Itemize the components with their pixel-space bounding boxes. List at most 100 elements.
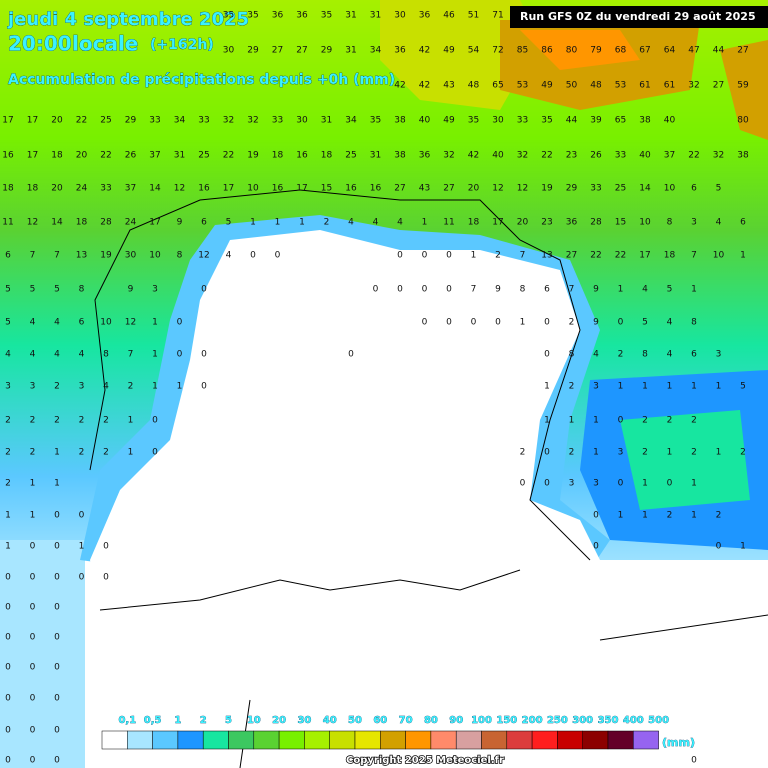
grid-value: 22 <box>590 251 601 261</box>
legend-label: 500 <box>648 715 669 726</box>
grid-value: 80 <box>566 46 578 56</box>
grid-value: 0 <box>152 448 158 458</box>
grid-value: 35 <box>321 11 332 21</box>
legend-label: 20 <box>272 715 286 726</box>
grid-value: 1 <box>691 511 697 521</box>
grid-value: 1 <box>667 448 673 458</box>
legend-label: 40 <box>323 715 337 726</box>
grid-value: 65 <box>492 81 503 91</box>
grid-value: 27 <box>443 184 454 194</box>
grid-value: 17 <box>2 116 13 126</box>
grid-value: 17 <box>27 116 38 126</box>
grid-value: 0 <box>177 350 183 360</box>
grid-value: 1 <box>177 382 183 392</box>
grid-value: 20 <box>51 116 63 126</box>
grid-value: 0 <box>54 756 60 766</box>
grid-value: 33 <box>149 116 160 126</box>
grid-value: 5 <box>226 218 232 228</box>
grid-value: 2 <box>691 416 697 426</box>
grid-value: 1 <box>740 542 746 552</box>
grid-value: 40 <box>419 116 431 126</box>
grid-value: 1 <box>593 448 599 458</box>
legend-swatch <box>633 730 659 750</box>
grid-value: 18 <box>468 218 480 228</box>
grid-value: 46 <box>443 11 455 21</box>
grid-value: 43 <box>443 81 454 91</box>
grid-value: 1 <box>152 382 158 392</box>
legend-swatch <box>304 730 330 750</box>
grid-value: 24 <box>76 184 88 194</box>
grid-value: 24 <box>125 218 137 228</box>
grid-value: 0 <box>373 285 379 295</box>
grid-value: 4 <box>667 350 673 360</box>
grid-value: 38 <box>394 151 406 161</box>
grid-value: 4 <box>373 218 379 228</box>
grid-value: 1 <box>618 511 624 521</box>
grid-value: 35 <box>370 116 381 126</box>
grid-value: 0 <box>397 251 403 261</box>
grid-value: 2 <box>30 416 36 426</box>
grid-value: 3 <box>593 479 599 489</box>
grid-value: 47 <box>688 46 699 56</box>
grid-value: 32 <box>443 151 454 161</box>
grid-value: 6 <box>201 218 207 228</box>
grid-value: 4 <box>30 350 36 360</box>
legend-swatch <box>127 730 153 750</box>
grid-value: 3 <box>716 350 722 360</box>
grid-value: 1 <box>642 479 648 489</box>
grid-value: 1 <box>54 479 60 489</box>
grid-value: 12 <box>125 318 136 328</box>
grid-value: 33 <box>272 116 283 126</box>
grid-value: 1 <box>691 382 697 392</box>
grid-value: 85 <box>517 46 528 56</box>
legend-label: 400 <box>623 715 644 726</box>
grid-value: 22 <box>541 151 552 161</box>
grid-value: 8 <box>79 285 85 295</box>
run-label: Run GFS 0Z du vendredi 29 août 2025 <box>520 10 756 23</box>
grid-value: 18 <box>272 151 284 161</box>
grid-value: 0 <box>5 603 11 613</box>
copyright: Copyright 2025 Meteociel.fr <box>346 755 504 766</box>
grid-value: 35 <box>541 116 552 126</box>
grid-value: 37 <box>664 151 675 161</box>
grid-value: 36 <box>566 218 578 228</box>
grid-value: 12 <box>27 218 38 228</box>
grid-value: 42 <box>419 46 430 56</box>
grid-value: 0 <box>201 382 207 392</box>
grid-value: 17 <box>639 251 650 261</box>
grid-value: 0 <box>30 573 36 583</box>
grid-value: 1 <box>128 448 134 458</box>
grid-value: 7 <box>691 251 697 261</box>
grid-value: 44 <box>566 116 578 126</box>
grid-value: 25 <box>100 116 111 126</box>
grid-value: 4 <box>667 318 673 328</box>
grid-value: 53 <box>615 81 626 91</box>
grid-value: 35 <box>223 11 234 21</box>
grid-value: 7 <box>30 251 36 261</box>
grid-value: 0 <box>520 479 526 489</box>
grid-value: 11 <box>443 218 454 228</box>
grid-value: 1 <box>520 318 526 328</box>
grid-value: 6 <box>691 184 697 194</box>
grid-value: 34 <box>174 116 186 126</box>
grid-value: 37 <box>149 151 160 161</box>
grid-value: 1 <box>569 416 575 426</box>
grid-value: 67 <box>639 46 650 56</box>
grid-value: 1 <box>275 218 281 228</box>
borders <box>89 189 768 768</box>
grid-value: 7 <box>520 251 526 261</box>
grid-value: 1 <box>691 479 697 489</box>
grid-value: 3 <box>5 382 11 392</box>
grid-value: 6 <box>691 350 697 360</box>
legend-swatch <box>152 730 179 750</box>
grid-value: 2 <box>5 448 11 458</box>
grid-value: 29 <box>247 46 259 56</box>
grid-value: 2 <box>5 416 11 426</box>
grid-value: 31 <box>345 11 356 21</box>
grid-value: 14 <box>639 184 651 194</box>
grid-value: 1 <box>667 382 673 392</box>
legend-label: 0,1 <box>118 715 136 726</box>
grid-value: 2 <box>5 479 11 489</box>
grid-value: 34 <box>345 116 357 126</box>
grid-value: 33 <box>517 116 528 126</box>
